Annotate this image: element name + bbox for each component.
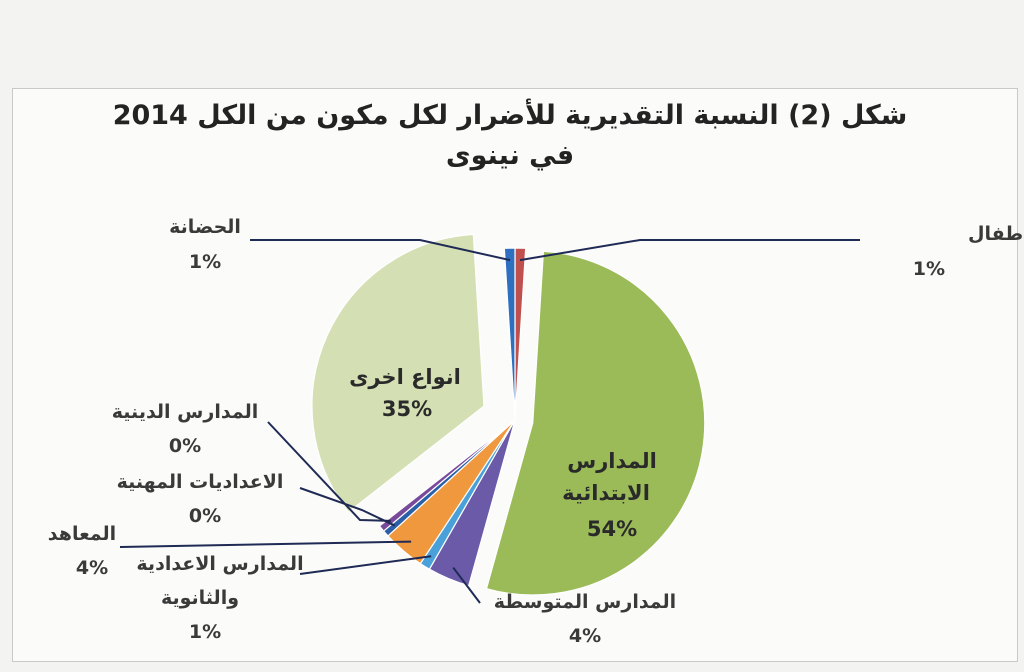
slice-label: انواع اخرى [349, 365, 461, 389]
slice-label: المعاهد [48, 523, 116, 545]
slice-label: الابتدائية [562, 481, 650, 505]
leader-line [250, 239, 511, 262]
slice-label: المدارس الاعدادية [136, 553, 303, 575]
data-label: 1% [189, 251, 221, 273]
slice-label: المدارس المتوسطة [494, 591, 676, 613]
data-label: 35% [382, 397, 432, 421]
slice-label: الاعداديات المهنية [117, 471, 284, 493]
leader-line [267, 421, 391, 522]
pie-slice [485, 250, 706, 596]
chart-title: شكل (2) النسبة التقديرية للأضرار لكل مكو… [112, 100, 908, 171]
pie-slice [311, 233, 485, 513]
pie-slice [503, 247, 516, 421]
slice-label: المدارس الدينية [112, 401, 258, 423]
leader-line [119, 540, 412, 548]
leader-line [519, 239, 860, 262]
pie-slice [514, 247, 527, 421]
data-label: 0% [189, 505, 221, 527]
pie-slice [378, 419, 516, 532]
slice-label: رياض الاطفال [968, 223, 1024, 245]
slice-label: والثانوية [161, 587, 239, 609]
leader-line [299, 555, 432, 575]
data-label: 54% [587, 517, 637, 541]
slice-label: المدارس [567, 449, 657, 473]
data-label: 1% [189, 621, 221, 643]
data-label: 0% [169, 435, 201, 457]
data-label: 4% [569, 625, 601, 647]
leader-line [452, 566, 481, 604]
data-label: 4% [76, 557, 108, 579]
slice-label: الحضانة [169, 216, 241, 238]
data-label: 1% [913, 258, 945, 280]
